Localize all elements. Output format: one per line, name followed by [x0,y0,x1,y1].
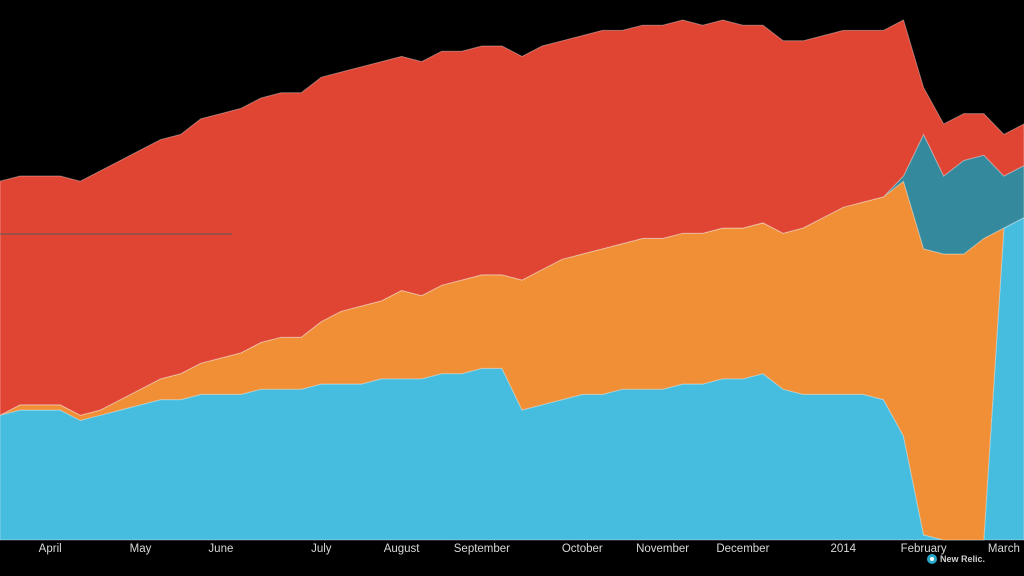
x-tick-label: July [311,543,332,555]
x-tick-label: 2014 [830,543,857,555]
x-tick-label: October [561,543,603,555]
series-area-3 [0,19,1024,416]
x-tick-label: November [636,543,690,555]
x-tick-label: September [453,543,511,555]
x-tick-label: March [987,543,1020,555]
brand-mark: New Relic. [927,554,985,564]
x-tick-label: February [900,543,947,555]
series-area-2 [0,133,1024,416]
x-tick-label: April [38,543,62,555]
new-relic-logo-icon [927,554,937,564]
brand-name: New Relic. [940,554,986,564]
chart-areas [0,19,1024,541]
x-tick-label: May [129,543,152,555]
x-tick-label: June [208,543,234,555]
x-tick-label: December [716,543,770,555]
x-tick-label: August [383,543,420,555]
